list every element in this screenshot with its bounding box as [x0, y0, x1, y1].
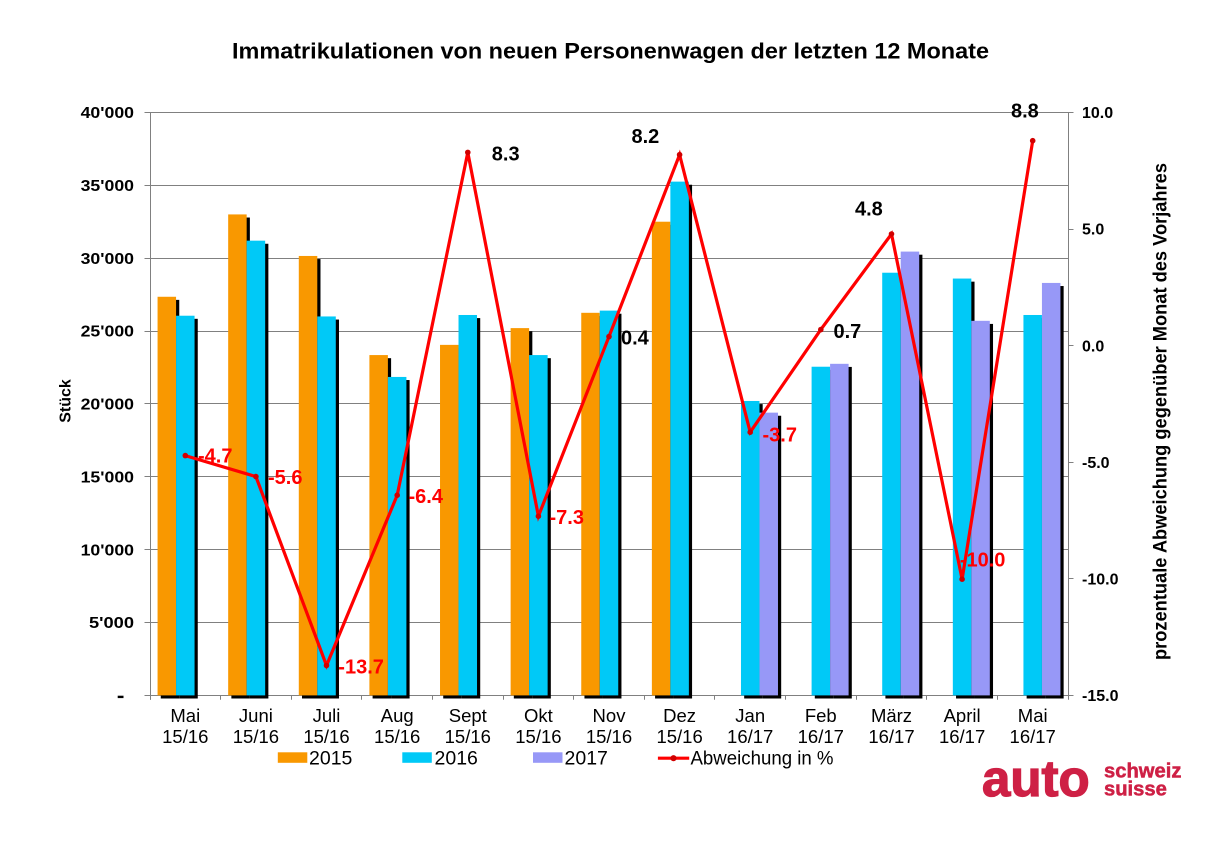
svg-text:Abweichung in %: Abweichung in % — [691, 747, 834, 769]
svg-text:-5.0: -5.0 — [1082, 455, 1110, 472]
svg-text:8.2: 8.2 — [632, 126, 660, 148]
svg-text:15/16: 15/16 — [374, 726, 420, 747]
svg-text:5.0: 5.0 — [1082, 222, 1104, 239]
svg-text:Aug: Aug — [381, 705, 414, 726]
svg-text:4.8: 4.8 — [855, 199, 883, 221]
svg-text:-4.7: -4.7 — [198, 446, 232, 468]
svg-text:Immatrikulationen von neuen Pe: Immatrikulationen von neuen Personenwage… — [232, 39, 989, 64]
svg-text:16/17: 16/17 — [939, 726, 985, 747]
svg-text:25'000: 25'000 — [81, 324, 135, 341]
svg-text:8.8: 8.8 — [1011, 101, 1039, 123]
svg-text:auto: auto — [982, 750, 1090, 807]
svg-text:-6.4: -6.4 — [409, 486, 444, 508]
svg-text:Mai: Mai — [1018, 705, 1048, 726]
svg-text:40'000: 40'000 — [81, 105, 135, 122]
svg-text:16/17: 16/17 — [727, 726, 773, 747]
svg-text:16/17: 16/17 — [868, 726, 914, 747]
svg-text:Juli: Juli — [313, 705, 341, 726]
svg-text:prozentuale Abweichung gegenüb: prozentuale Abweichung gegenüber Monat d… — [1151, 163, 1172, 660]
svg-text:-10.0: -10.0 — [1082, 572, 1119, 589]
svg-text:10'000: 10'000 — [81, 542, 135, 559]
svg-text:2016: 2016 — [435, 747, 478, 769]
svg-text:Feb: Feb — [805, 705, 837, 726]
svg-text:0.7: 0.7 — [834, 321, 862, 343]
svg-text:Sept: Sept — [449, 705, 487, 726]
svg-text:15/16: 15/16 — [233, 726, 279, 747]
svg-text:5'000: 5'000 — [89, 615, 134, 632]
svg-text:April: April — [944, 705, 981, 726]
svg-text:-3.7: -3.7 — [763, 425, 797, 447]
svg-text:15/16: 15/16 — [515, 726, 561, 747]
svg-text:März: März — [871, 705, 912, 726]
svg-text:15'000: 15'000 — [81, 470, 135, 487]
svg-text:8.3: 8.3 — [492, 144, 520, 166]
svg-text:suisse: suisse — [1104, 779, 1167, 801]
svg-text:Dez: Dez — [663, 705, 696, 726]
svg-text:2015: 2015 — [309, 747, 353, 769]
svg-text:Juni: Juni — [239, 705, 273, 726]
svg-text:30'000: 30'000 — [81, 251, 135, 268]
svg-text:-13.7: -13.7 — [338, 657, 384, 679]
svg-text:2017: 2017 — [565, 747, 608, 769]
svg-text:-7.3: -7.3 — [550, 507, 584, 529]
svg-text:16/17: 16/17 — [798, 726, 844, 747]
svg-text:0.0: 0.0 — [1082, 338, 1104, 355]
svg-text:-15.0: -15.0 — [1082, 688, 1119, 705]
svg-text:15/16: 15/16 — [162, 726, 208, 747]
svg-text:schweiz: schweiz — [1104, 761, 1181, 783]
svg-text:Okt: Okt — [524, 705, 553, 726]
svg-text:16/17: 16/17 — [1010, 726, 1056, 747]
svg-text:20'000: 20'000 — [81, 397, 135, 414]
svg-text:Jan: Jan — [735, 705, 765, 726]
svg-text:Mai: Mai — [170, 705, 200, 726]
svg-text:15/16: 15/16 — [445, 726, 491, 747]
svg-text:15/16: 15/16 — [303, 726, 349, 747]
svg-text:0.4: 0.4 — [621, 328, 650, 350]
svg-text:15/16: 15/16 — [656, 726, 702, 747]
svg-text:-10.0: -10.0 — [960, 550, 1006, 572]
svg-text:Stück: Stück — [58, 379, 75, 423]
svg-text:Nov: Nov — [593, 705, 627, 726]
svg-text:15/16: 15/16 — [586, 726, 632, 747]
svg-text:-5.6: -5.6 — [268, 467, 302, 489]
svg-text:10.0: 10.0 — [1082, 105, 1113, 122]
svg-text:35'000: 35'000 — [81, 178, 135, 195]
